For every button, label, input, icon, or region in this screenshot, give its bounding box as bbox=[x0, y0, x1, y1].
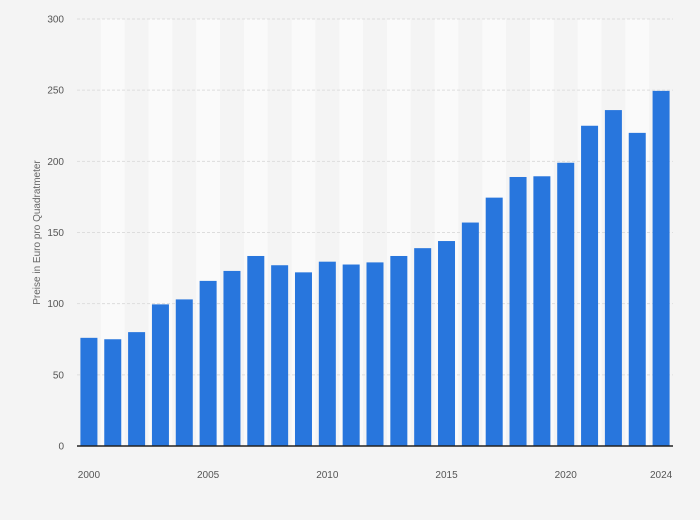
y-tick-label-150: 150 bbox=[47, 228, 64, 239]
bar-2013[interactable] bbox=[390, 255, 408, 446]
bar-2001[interactable] bbox=[104, 339, 122, 446]
bar-2006[interactable] bbox=[223, 270, 241, 446]
bar-2009[interactable] bbox=[294, 272, 312, 446]
x-tick-label-2000: 2000 bbox=[78, 470, 101, 481]
y-tick-label-250: 250 bbox=[47, 86, 64, 97]
bar-2020[interactable] bbox=[557, 162, 575, 446]
bars bbox=[80, 90, 670, 447]
y-tick-label-50: 50 bbox=[53, 370, 65, 381]
bar-2002[interactable] bbox=[128, 332, 146, 446]
y-tick-label-100: 100 bbox=[47, 299, 64, 310]
y-axis-ticks: 0 50 100 150 200 250 300 bbox=[47, 15, 64, 453]
bar-2018[interactable] bbox=[509, 176, 527, 447]
bar-2007[interactable] bbox=[247, 255, 265, 446]
bar-2008[interactable] bbox=[271, 265, 289, 446]
x-tick-label-2010: 2010 bbox=[316, 470, 339, 481]
bar-2017[interactable] bbox=[485, 197, 503, 446]
y-tick-label-200: 200 bbox=[47, 157, 64, 168]
bar-2011[interactable] bbox=[342, 264, 360, 446]
bar-2012[interactable] bbox=[366, 262, 384, 446]
x-axis-ticks: 2000 2005 2010 2015 2020 2024 bbox=[78, 470, 673, 481]
y-tick-label-300: 300 bbox=[47, 15, 64, 26]
bar-2015[interactable] bbox=[438, 241, 456, 446]
bar-2016[interactable] bbox=[461, 222, 479, 446]
bar-2024[interactable] bbox=[652, 90, 670, 446]
x-tick-label-2020: 2020 bbox=[555, 470, 578, 481]
x-tick-label-2015: 2015 bbox=[435, 470, 458, 481]
bar-2004[interactable] bbox=[175, 299, 193, 446]
bar-2022[interactable] bbox=[604, 110, 622, 446]
bar-2005[interactable] bbox=[199, 280, 217, 446]
bar-2023[interactable] bbox=[628, 132, 646, 446]
x-tick-label-2005: 2005 bbox=[197, 470, 220, 481]
bar-2003[interactable] bbox=[151, 304, 169, 446]
y-tick-label-0: 0 bbox=[58, 442, 64, 453]
bar-2010[interactable] bbox=[318, 261, 336, 446]
bar-2000[interactable] bbox=[80, 337, 98, 446]
bar-2021[interactable] bbox=[581, 125, 599, 446]
bar-2019[interactable] bbox=[533, 176, 551, 446]
x-tick-label-2024: 2024 bbox=[650, 470, 673, 481]
bar-2014[interactable] bbox=[414, 248, 432, 446]
y-axis-title: Preise in Euro pro Quadratmeter bbox=[32, 160, 43, 305]
